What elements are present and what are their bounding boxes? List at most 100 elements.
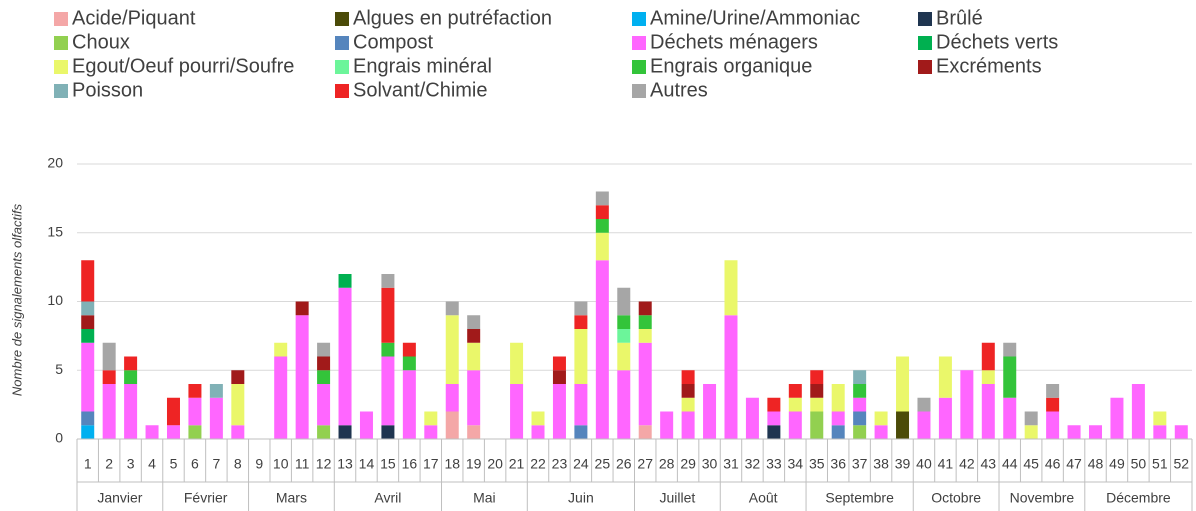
bar-segment: [552, 370, 566, 384]
x-tick-label: 29: [680, 456, 696, 472]
legend-label: Brûlé: [936, 7, 983, 29]
bar-segment: [853, 397, 867, 412]
bar-segment: [166, 397, 180, 426]
bar-segment: [231, 425, 245, 439]
x-tick-label: 17: [423, 456, 439, 472]
bar-segment: [445, 301, 459, 316]
bar-segment: [896, 356, 910, 412]
bar-segment: [703, 384, 717, 439]
bar-segment: [681, 411, 695, 439]
bar-segment: [209, 397, 223, 439]
bar-segment: [231, 384, 245, 426]
bar-segment: [1089, 425, 1103, 439]
x-tick-label: 13: [337, 456, 353, 472]
x-tick-label: 27: [637, 456, 653, 472]
bar-segment: [595, 191, 609, 206]
legend-label: Compost: [353, 31, 433, 53]
x-tick-label: 7: [212, 456, 220, 472]
bar-segment: [896, 411, 910, 439]
bar-segment: [531, 425, 545, 439]
bar-segment: [617, 315, 631, 329]
x-tick-label: 12: [316, 456, 332, 472]
legend-swatch: [335, 36, 349, 50]
bar-segment: [445, 411, 459, 439]
x-tick-label: 2: [105, 456, 113, 472]
x-tick-label: 3: [127, 456, 135, 472]
legend-swatch: [54, 36, 68, 50]
bar-segment: [295, 315, 309, 439]
x-tick-label: 47: [1066, 456, 1082, 472]
x-tick-label: 10: [273, 456, 289, 472]
legend-label: Engrais minéral: [353, 55, 492, 77]
bar-segment: [467, 370, 481, 426]
bar-segment: [1003, 342, 1017, 357]
legend-label: Poisson: [72, 79, 143, 101]
bar-segment: [574, 329, 588, 384]
x-tick-label: 48: [1088, 456, 1104, 472]
bar-segment: [338, 287, 352, 426]
bar-segment: [552, 356, 566, 371]
legend-swatch: [918, 60, 932, 74]
x-tick-label: 11: [295, 456, 310, 472]
x-tick-label: 28: [659, 456, 675, 472]
x-tick-label: 25: [595, 456, 611, 472]
bar-segment: [381, 425, 395, 439]
bar-segment: [831, 384, 845, 412]
x-tick-label: 20: [487, 456, 503, 472]
x-tick-label: 34: [788, 456, 804, 472]
bar-segment: [81, 260, 95, 302]
x-tick-label: 19: [466, 456, 482, 472]
x-tick-label: 30: [702, 456, 718, 472]
legend-swatch: [54, 84, 68, 98]
bar-segment: [595, 205, 609, 219]
bar-segment: [81, 342, 95, 412]
group-label: Mai: [473, 490, 496, 506]
bar-segment: [1046, 397, 1060, 412]
bar-segment: [853, 384, 867, 398]
x-tick-label: 32: [745, 456, 761, 472]
bar-segment: [681, 370, 695, 384]
bar-segment: [510, 342, 524, 384]
bar-segment: [81, 301, 95, 316]
bar-segment: [1046, 384, 1060, 398]
legend-label: Engrais organique: [650, 55, 812, 77]
legend-label: Amine/Urine/Ammoniac: [650, 7, 860, 29]
bar-segment: [767, 411, 781, 426]
bar-segment: [574, 301, 588, 316]
bar-segment: [874, 411, 888, 426]
legend-swatch: [632, 12, 646, 26]
bar-segment: [124, 356, 138, 371]
bar-segment: [317, 384, 331, 426]
bar-segment: [574, 315, 588, 329]
x-tick-label: 18: [444, 456, 460, 472]
bar-segment: [424, 411, 438, 426]
x-tick-label: 33: [766, 456, 782, 472]
bar-segment: [1153, 425, 1167, 439]
bar-segment: [359, 411, 373, 439]
bar-segment: [724, 260, 738, 316]
bar-segment: [831, 411, 845, 426]
group-label: Janvier: [97, 490, 142, 506]
x-tick-label: 44: [1002, 456, 1018, 472]
bar-segment: [381, 342, 395, 357]
bar-segment: [767, 425, 781, 439]
group-label: Octobre: [931, 490, 981, 506]
bar-segment: [124, 370, 138, 384]
bar-segment: [188, 384, 202, 398]
x-tick-label: 31: [723, 456, 739, 472]
bar-segment: [381, 274, 395, 288]
x-tick-label: 5: [170, 456, 178, 472]
group-label: Septembre: [825, 490, 894, 506]
legend-label: Déchets verts: [936, 31, 1058, 53]
bar-segment: [295, 301, 309, 316]
x-tick-label: 22: [530, 456, 546, 472]
x-tick-label: 14: [359, 456, 375, 472]
x-tick-label: 4: [148, 456, 156, 472]
bar-segment: [660, 411, 674, 439]
legend-swatch: [335, 84, 349, 98]
bar-segment: [274, 342, 288, 357]
x-tick-label: 1: [84, 456, 92, 472]
bar-segment: [81, 329, 95, 343]
bar-segment: [874, 425, 888, 439]
